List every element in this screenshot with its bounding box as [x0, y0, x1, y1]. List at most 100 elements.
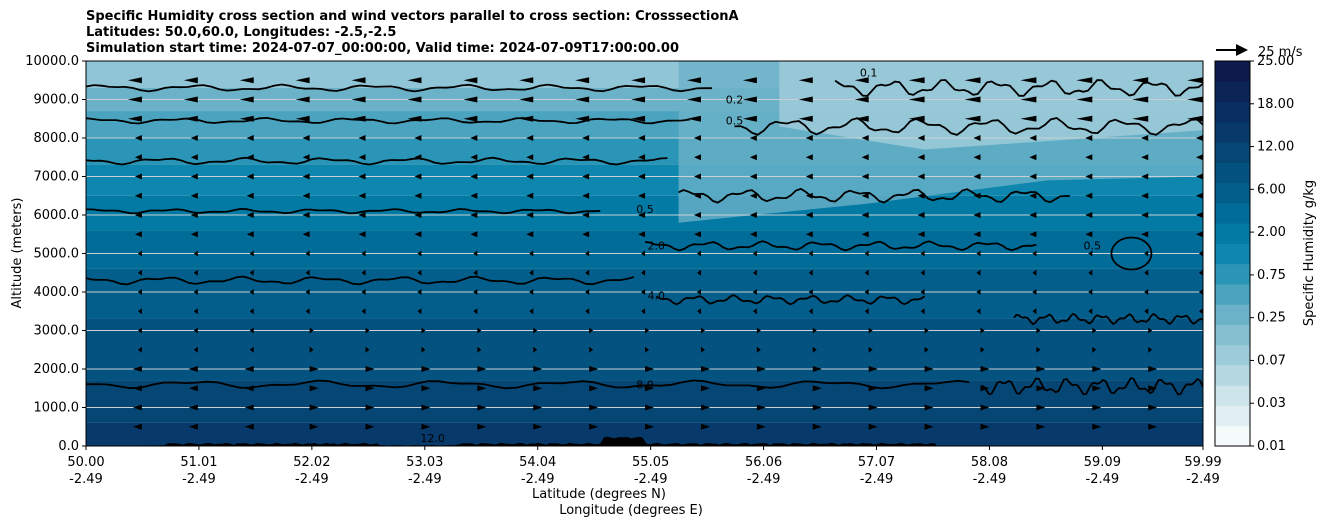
wind-vector [533, 423, 543, 430]
wind-vector [1020, 115, 1037, 122]
wind-vector [421, 404, 431, 411]
x-tick-label-lon: -2.49 [1086, 472, 1120, 487]
wind-vector [582, 212, 590, 218]
wind-vector [638, 154, 646, 161]
colorbar-segment [1215, 425, 1250, 447]
wind-vector [1148, 423, 1158, 430]
wind-vector [1199, 250, 1203, 257]
wind-vector [239, 77, 254, 84]
wind-vector [696, 250, 701, 257]
wind-vector [302, 135, 310, 141]
wind-vector [1085, 212, 1093, 218]
wind-vector [798, 96, 813, 103]
wind-vector [365, 385, 375, 392]
wind-vector [805, 173, 813, 180]
wind-vector [1092, 404, 1102, 411]
wind-vector [924, 404, 934, 411]
wind-vector [302, 231, 310, 238]
wind-vector [805, 231, 813, 238]
chart-title-line-2: Latitudes: 50.0,60.0, Longitudes: -2.5,-… [86, 25, 396, 40]
wind-vector [1144, 250, 1149, 257]
wind-vector [861, 231, 869, 238]
wind-vector [519, 115, 534, 122]
humidity-band [86, 318, 1203, 381]
wind-vector [585, 308, 590, 315]
wind-vector [917, 135, 925, 141]
wind-vector [812, 404, 822, 411]
wind-vector [575, 77, 590, 84]
wind-vector [742, 96, 757, 103]
wind-vector [582, 135, 590, 141]
wind-vector [470, 231, 478, 238]
wind-vector [1199, 308, 1203, 315]
wind-vector [638, 173, 646, 180]
wind-vector [533, 327, 538, 334]
wind-vector [752, 250, 757, 257]
wind-vector [812, 366, 822, 372]
wind-vector [752, 308, 757, 315]
terrain-profile [86, 436, 936, 446]
wind-vector [1085, 135, 1093, 141]
wind-vector [1196, 231, 1203, 238]
y-tick-label: 0.0 [58, 439, 79, 454]
contour-label: 0.2 [726, 93, 744, 106]
dry-region [779, 61, 1203, 150]
colorbar-tick-label: 2.00 [1257, 225, 1286, 240]
wind-vector [463, 115, 478, 122]
wind-vector [358, 212, 366, 218]
wind-vector [1092, 366, 1102, 372]
wind-vector [589, 346, 594, 353]
wind-vector [917, 192, 925, 199]
wind-vector [980, 385, 990, 392]
colorbar-tick-label: 18.00 [1257, 97, 1294, 112]
contour-line [86, 379, 970, 390]
wind-vector [249, 250, 254, 257]
colorbar-tick-label: 25.00 [1257, 54, 1294, 69]
wind-vector [686, 77, 701, 84]
wind-vector [1085, 192, 1093, 199]
wind-vector [645, 366, 655, 372]
wind-vector [358, 231, 366, 238]
y-tick-label: 7000.0 [34, 170, 80, 185]
wind-vector [1036, 327, 1041, 334]
wind-vector [917, 173, 925, 180]
wind-vector [193, 308, 198, 315]
wind-vector [190, 212, 198, 218]
wind-vector [421, 366, 431, 372]
wind-vector [134, 231, 142, 238]
wind-vector [808, 250, 813, 257]
wind-vector [477, 404, 487, 411]
colorbar-segment [1215, 223, 1250, 244]
wind-vector [529, 308, 534, 315]
wind-vector [1148, 346, 1153, 353]
wind-vector [193, 250, 198, 257]
colorbar-segment [1215, 283, 1250, 305]
wind-vector [696, 308, 701, 315]
contour-label: 4.0 [647, 290, 665, 303]
colorbar-segment [1215, 263, 1250, 285]
wind-vector [77, 424, 86, 430]
wind-vector [190, 154, 198, 161]
wind-vector [700, 366, 710, 372]
y-tick-label: 10000.0 [25, 54, 79, 69]
wind-vector [137, 289, 142, 295]
wind-vector [696, 289, 701, 295]
colorbar-segment [1215, 101, 1250, 123]
wind-vector [976, 289, 981, 295]
wind-vector [463, 96, 478, 103]
wind-vector [808, 269, 813, 276]
wind-vector [1144, 289, 1149, 295]
wind-vector [1187, 115, 1203, 122]
wind-vector [1092, 327, 1097, 334]
wind-vector [920, 308, 925, 315]
wind-vector [864, 308, 869, 315]
wind-vector [1029, 212, 1037, 218]
y-tick-label: 1000.0 [34, 401, 80, 416]
wind-vector [808, 289, 813, 295]
wind-vector [183, 77, 198, 84]
wind-vector [868, 423, 878, 430]
wind-vector [980, 327, 985, 334]
wind-vector [964, 115, 981, 122]
wind-vector [756, 404, 766, 411]
